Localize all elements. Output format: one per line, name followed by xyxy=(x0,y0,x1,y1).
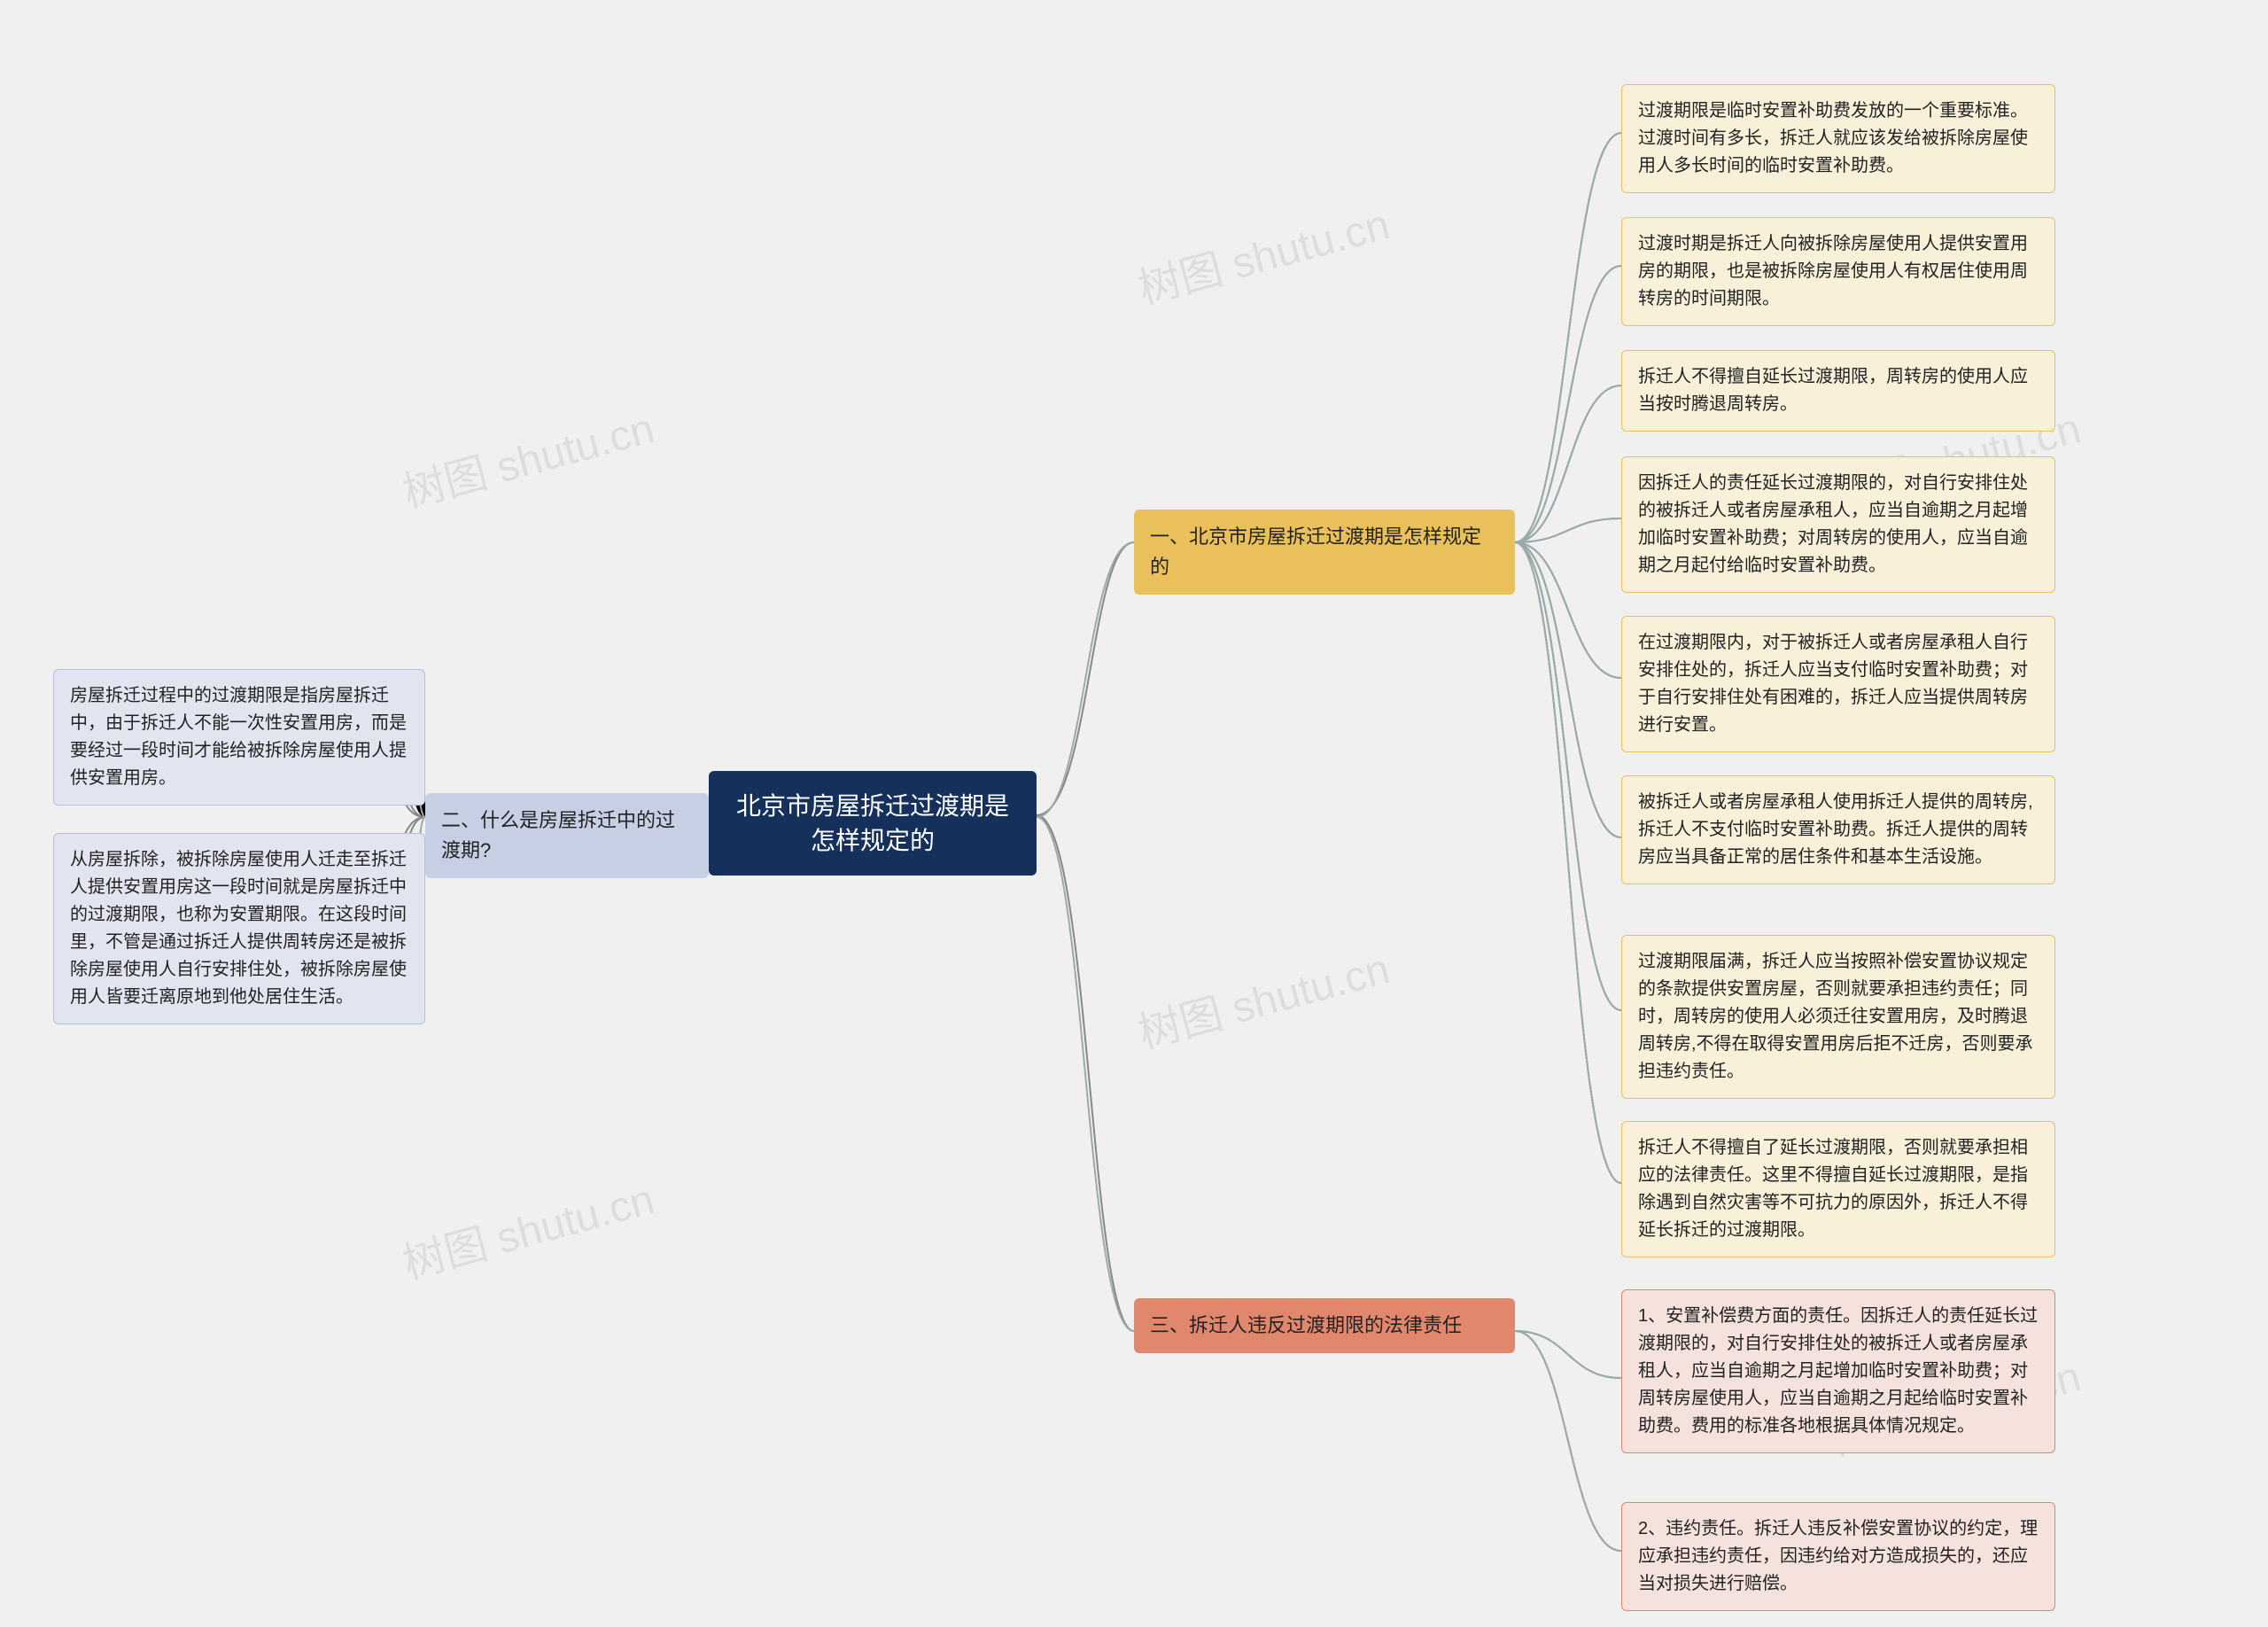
leaf-1-5[interactable]: 被拆迁人或者房屋承租人使用拆迁人提供的周转房,拆迁人不支付临时安置补助费。拆迁人… xyxy=(1621,775,2055,884)
leaf-3-1[interactable]: 2、违约责任。拆迁人违反补偿安置协议的约定，理应承担违约责任，因违约给对方造成损… xyxy=(1621,1502,2055,1611)
leaf-text: 拆迁人不得擅自了延长过渡期限，否则就要承担相应的法律责任。这里不得擅自延长过渡期… xyxy=(1638,1138,2028,1240)
leaf-text: 过渡时期是拆迁人向被拆除房屋使用人提供安置用房的期限，也是被拆除房屋使用人有权居… xyxy=(1638,234,2028,308)
watermark: 树图 shutu.cn xyxy=(395,393,660,520)
leaf-text: 因拆迁人的责任延长过渡期限的，对自行安排住处的被拆迁人或者房屋承租人，应当自逾期… xyxy=(1638,473,2028,575)
root-title: 北京市房屋拆迁过渡期是怎样规定的 xyxy=(736,792,1009,854)
leaf-text: 被拆迁人或者房屋承租人使用拆迁人提供的周转房,拆迁人不支付临时安置补助费。拆迁人… xyxy=(1638,792,2033,867)
leaf-text: 过渡期限届满，拆迁人应当按照补偿安置协议规定的条款提供安置房屋，否则就要承担违约… xyxy=(1638,952,2033,1081)
branch-2[interactable]: 二、什么是房屋拆迁中的过渡期? xyxy=(425,793,709,878)
branch-1-title: 一、北京市房屋拆迁过渡期是怎样规定的 xyxy=(1150,525,1481,578)
leaf-1-2[interactable]: 拆迁人不得擅自延长过渡期限，周转房的使用人应当按时腾退周转房。 xyxy=(1621,350,2055,432)
leaf-1-0[interactable]: 过渡期限是临时安置补助费发放的一个重要标准。过渡时间有多长，拆迁人就应该发给被拆… xyxy=(1621,84,2055,193)
leaf-text: 从房屋拆除，被拆除房屋使用人迁走至拆迁人提供安置用房这一段时间就是房屋拆迁中的过… xyxy=(70,850,407,1007)
leaf-text: 拆迁人不得擅自延长过渡期限，周转房的使用人应当按时腾退周转房。 xyxy=(1638,367,2028,414)
branch-2-title: 二、什么是房屋拆迁中的过渡期? xyxy=(441,809,675,861)
watermark: 树图 shutu.cn xyxy=(395,1164,660,1291)
leaf-2-1[interactable]: 从房屋拆除，被拆除房屋使用人迁走至拆迁人提供安置用房这一段时间就是房屋拆迁中的过… xyxy=(53,833,425,1024)
leaf-text: 过渡期限是临时安置补助费发放的一个重要标准。过渡时间有多长，拆迁人就应该发给被拆… xyxy=(1638,101,2028,175)
leaf-text: 2、违约责任。拆迁人违反补偿安置协议的约定，理应承担违约责任，因违约给对方造成损… xyxy=(1638,1519,2038,1593)
branch-3-title: 三、拆迁人违反过渡期限的法律责任 xyxy=(1150,1314,1462,1336)
leaf-1-4[interactable]: 在过渡期限内，对于被拆迁人或者房屋承租人自行安排住处的，拆迁人应当支付临时安置补… xyxy=(1621,616,2055,752)
leaf-1-3[interactable]: 因拆迁人的责任延长过渡期限的，对自行安排住处的被拆迁人或者房屋承租人，应当自逾期… xyxy=(1621,456,2055,593)
branch-1[interactable]: 一、北京市房屋拆迁过渡期是怎样规定的 xyxy=(1134,510,1515,595)
leaf-1-1[interactable]: 过渡时期是拆迁人向被拆除房屋使用人提供安置用房的期限，也是被拆除房屋使用人有权居… xyxy=(1621,217,2055,326)
leaf-1-7[interactable]: 拆迁人不得擅自了延长过渡期限，否则就要承担相应的法律责任。这里不得擅自延长过渡期… xyxy=(1621,1121,2055,1257)
watermark: 树图 shutu.cn xyxy=(1130,934,1395,1061)
leaf-2-0[interactable]: 房屋拆迁过程中的过渡期限是指房屋拆迁中，由于拆迁人不能一次性安置用房，而是要经过… xyxy=(53,669,425,806)
branch-3[interactable]: 三、拆迁人违反过渡期限的法律责任 xyxy=(1134,1298,1515,1353)
leaf-text: 房屋拆迁过程中的过渡期限是指房屋拆迁中，由于拆迁人不能一次性安置用房，而是要经过… xyxy=(70,686,407,788)
root-node[interactable]: 北京市房屋拆迁过渡期是怎样规定的 xyxy=(709,771,1037,876)
watermark: 树图 shutu.cn xyxy=(1130,190,1395,316)
leaf-3-0[interactable]: 1、安置补偿费方面的责任。因拆迁人的责任延长过渡期限的，对自行安排住处的被拆迁人… xyxy=(1621,1289,2055,1453)
leaf-1-6[interactable]: 过渡期限届满，拆迁人应当按照补偿安置协议规定的条款提供安置房屋，否则就要承担违约… xyxy=(1621,935,2055,1099)
leaf-text: 在过渡期限内，对于被拆迁人或者房屋承租人自行安排住处的，拆迁人应当支付临时安置补… xyxy=(1638,633,2028,735)
leaf-text: 1、安置补偿费方面的责任。因拆迁人的责任延长过渡期限的，对自行安排住处的被拆迁人… xyxy=(1638,1306,2038,1436)
